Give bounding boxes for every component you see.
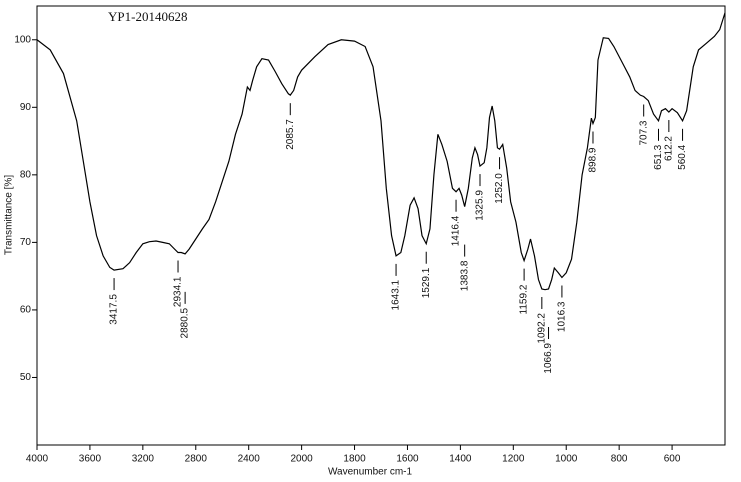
- y-tick-label: 60: [20, 305, 32, 316]
- chart-title: YP1-20140628: [108, 9, 187, 24]
- x-tick-label: 3200: [132, 454, 155, 465]
- peak-label: 1416.4: [451, 215, 462, 246]
- x-tick-label: 800: [611, 454, 628, 465]
- x-tick-label: 2800: [185, 454, 208, 465]
- x-tick-label: 2400: [238, 454, 261, 465]
- peak-label: 2880.5: [180, 307, 191, 338]
- peak-label: 2085.7: [285, 119, 296, 150]
- x-axis-label: Wavenumber cm-1: [328, 467, 413, 478]
- peak-label: 612.2: [663, 136, 674, 161]
- y-tick-label: 90: [20, 102, 32, 113]
- peak-label: 1159.2: [519, 284, 530, 314]
- y-tick-label: 100: [14, 34, 31, 45]
- x-tick-label: 1600: [396, 454, 419, 465]
- peak-label: 1092.2: [536, 313, 547, 344]
- x-tick-label: 2000: [290, 454, 313, 465]
- peak-label: 1066.9: [543, 343, 554, 374]
- spectrum-line: [36, 12, 726, 291]
- peak-label: 1643.1: [391, 279, 402, 310]
- peak-label: 707.3: [638, 120, 649, 145]
- y-tick-label: 80: [20, 169, 32, 180]
- peak-label: 1383.8: [459, 260, 470, 291]
- peak-label: 1016.3: [557, 301, 568, 332]
- peak-label: 1252.0: [494, 173, 505, 204]
- peak-label: 3417.5: [109, 294, 120, 325]
- x-tick-label: 1000: [555, 454, 578, 465]
- peak-label: 898.9: [588, 147, 599, 172]
- peak-label: 651.3: [653, 144, 664, 169]
- y-tick-label: 70: [20, 237, 32, 248]
- x-tick-label: 3600: [79, 454, 102, 465]
- x-tick-label: 1400: [449, 454, 472, 465]
- x-tick-label: 4000: [26, 454, 49, 465]
- peak-label: 1529.1: [421, 267, 432, 298]
- y-tick-label: 50: [20, 372, 32, 383]
- peak-label: 2934.1: [173, 276, 184, 307]
- x-tick-label: 1800: [343, 454, 366, 465]
- plot-frame: [36, 5, 726, 446]
- peak-label: 1325.9: [475, 190, 486, 221]
- y-axis-label: Transmittance [%]: [4, 175, 15, 255]
- peak-label: 560.4: [677, 144, 688, 169]
- x-tick-label: 1200: [502, 454, 525, 465]
- x-tick-label: 600: [664, 454, 681, 465]
